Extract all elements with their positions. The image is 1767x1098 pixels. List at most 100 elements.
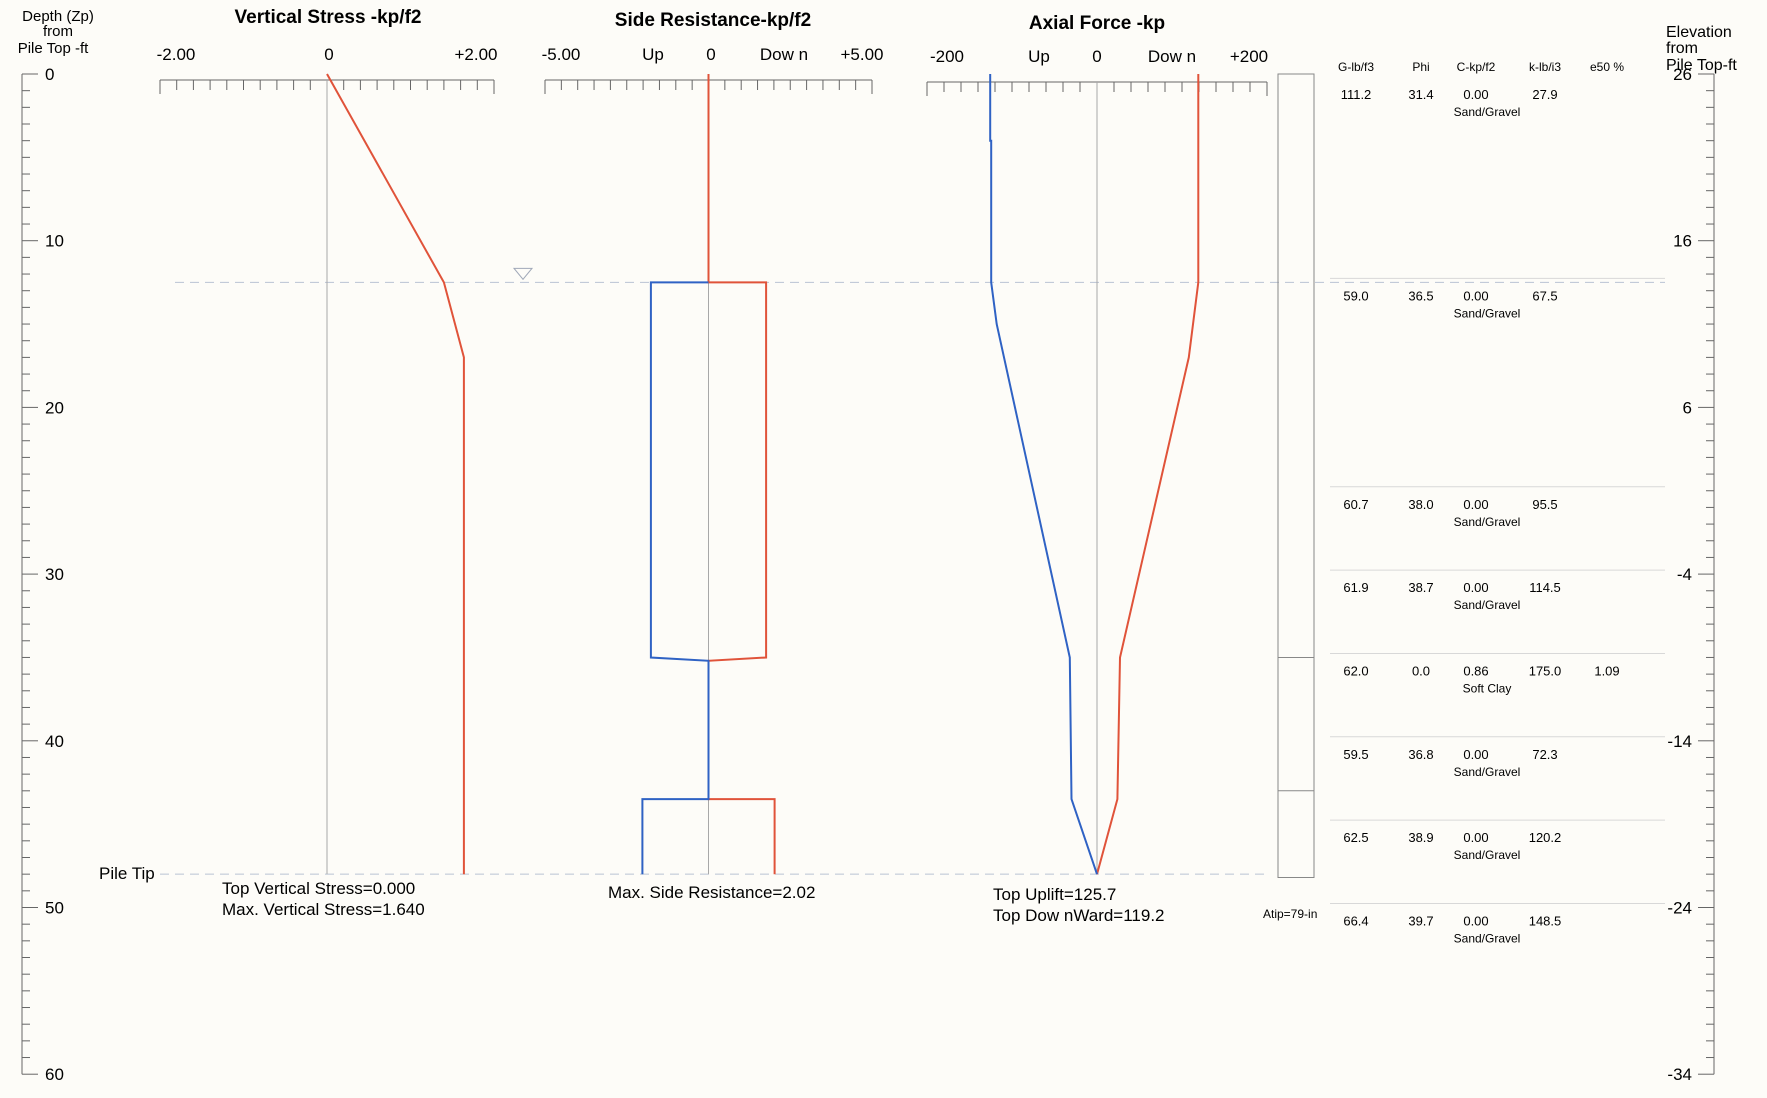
atip-label: Atip=79-in: [1263, 907, 1317, 921]
panel-tick-label: 0: [706, 45, 715, 64]
side-resistance-annotation: Max. Side Resistance=2.02: [608, 883, 815, 902]
soil-phi-value: 36.8: [1408, 747, 1433, 762]
panel-tick-label: Dow n: [760, 45, 808, 64]
soil-k-value: 148.5: [1529, 914, 1562, 929]
panel-tick-label: 0: [324, 45, 333, 64]
side-resistance-panel: Side Resistance-kp/f2 Max. Side Resistan…: [542, 10, 884, 902]
depth-tick-label: 10: [45, 232, 64, 251]
vertical-stress-annotation-1: Top Vertical Stress=0.000: [222, 879, 415, 898]
water-table-symbol: [512, 267, 534, 281]
depth-axis: Depth (Zp) from Pile Top -ft 0 10 20 30 40 50…: [18, 8, 94, 1084]
panel-tick-label: -5.00: [542, 45, 581, 64]
soil-G-value: 62.5: [1343, 830, 1368, 845]
soil-C-value: 0.00: [1463, 288, 1488, 303]
panel-tick-label: +5.00: [840, 45, 883, 64]
soil-C-value: 0.00: [1463, 580, 1488, 595]
vertical-stress-annotation-2: Max. Vertical Stress=1.640: [222, 900, 425, 919]
depth-tick-label: 60: [45, 1065, 64, 1084]
soil-type-label: Sand/Gravel: [1454, 515, 1521, 529]
upward-series-line: [641, 281, 710, 875]
soil-phi-value: 36.5: [1408, 288, 1433, 303]
depth-tick-label: 30: [45, 565, 64, 584]
soil-phi-value: 38.9: [1408, 830, 1433, 845]
axial-force-panel: Axial Force -kp Top Uplift=125.7 Top Dow…: [926, 13, 1268, 925]
depth-axis-title-line1: Depth (Zp): [22, 8, 94, 25]
soil-k-value: 95.5: [1532, 497, 1557, 512]
soil-type-label: Sand/Gravel: [1454, 105, 1521, 119]
soil-k-value: 120.2: [1529, 830, 1562, 845]
panel-tick-label: -200: [930, 47, 964, 66]
soil-phi-value: 31.4: [1408, 87, 1433, 102]
soil-phi-value: 39.7: [1408, 914, 1433, 929]
depth-tick-label: 0: [45, 65, 54, 84]
soil-C-value: 0.86: [1463, 663, 1488, 678]
elevation-axis-title-line1: Elevation: [1666, 24, 1732, 41]
soil-C-value: 0.00: [1463, 830, 1488, 845]
panel-tick-label: Up: [642, 45, 664, 64]
elevation-tick-label: -14: [1667, 732, 1692, 751]
soil-k-value: 72.3: [1532, 747, 1557, 762]
soil-type-label: Sand/Gravel: [1454, 306, 1521, 320]
soil-G-value: 61.9: [1343, 580, 1368, 595]
soil-type-label: Sand/Gravel: [1454, 848, 1521, 862]
downward-series-line: [326, 73, 465, 875]
soil-table-header: C-kp/f2: [1457, 60, 1496, 74]
soil-phi-value: 0.0: [1412, 663, 1430, 678]
panel-tick-label: +2.00: [454, 45, 497, 64]
elevation-axis-title-line2: from: [1666, 40, 1698, 57]
pile-column: [1277, 73, 1315, 878]
soil-C-value: 0.00: [1463, 87, 1488, 102]
soil-table-header: e50 %: [1590, 60, 1624, 74]
soil-k-value: 67.5: [1532, 288, 1557, 303]
upward-series-line: [989, 74, 1098, 875]
soil-G-value: 111.2: [1341, 87, 1372, 102]
elevation-axis-title-line3: Pile Top-ft: [1666, 57, 1737, 74]
depth-tick-label: 50: [45, 899, 64, 918]
axial-force-title: Axial Force -kp: [1029, 13, 1165, 34]
soil-phi-value: 38.7: [1408, 580, 1433, 595]
panel-tick-label: 0: [1092, 47, 1101, 66]
soil-type-label: Soft Clay: [1463, 681, 1512, 695]
soil-G-value: 66.4: [1343, 914, 1368, 929]
soil-type-label: Sand/Gravel: [1454, 765, 1521, 779]
soil-k-value: 27.9: [1532, 87, 1557, 102]
soil-G-value: 59.0: [1343, 288, 1368, 303]
downward-series-line: [1096, 74, 1200, 875]
soil-table-header: k-lb/i3: [1529, 60, 1561, 74]
vertical-stress-title: Vertical Stress -kp/f2: [235, 7, 422, 28]
soil-C-value: 0.00: [1463, 497, 1488, 512]
soil-C-value: 0.00: [1463, 914, 1488, 929]
vertical-stress-panel: Vertical Stress -kp/f2 Top Vertical Stre…: [157, 7, 498, 919]
panel-tick-label: Dow n: [1148, 47, 1196, 66]
soil-k-value: 114.5: [1529, 580, 1561, 595]
depth-axis-title-line2: from: [43, 23, 73, 40]
soil-phi-value: 38.0: [1408, 497, 1433, 512]
soil-type-label: Sand/Gravel: [1454, 598, 1521, 612]
soil-G-value: 62.0: [1343, 663, 1368, 678]
elevation-tick-label: -4: [1677, 565, 1692, 584]
depth-axis-title-line3: Pile Top -ft: [18, 40, 89, 57]
soil-C-value: 0.00: [1463, 747, 1488, 762]
soil-e50-value: 1.09: [1594, 663, 1619, 678]
panel-tick-label: -2.00: [157, 45, 196, 64]
downward-series-line: [707, 74, 776, 875]
depth-axis-ticks: 0 10 20 30 40 50 60: [21, 65, 64, 1084]
elevation-tick-label: 16: [1673, 232, 1692, 251]
elevation-axis: Elevation from Pile Top-ft 26 16 6 -4 -14 -24…: [1666, 24, 1737, 1084]
pile-tip-label: Pile Tip: [99, 864, 155, 883]
elevation-tick-label: -34: [1667, 1065, 1692, 1084]
soil-k-value: 175.0: [1529, 663, 1562, 678]
soil-G-value: 59.5: [1343, 747, 1368, 762]
soil-type-label: Sand/Gravel: [1454, 932, 1521, 946]
axial-force-annotation-2: Top Dow nWard=119.2: [993, 906, 1165, 925]
depth-tick-label: 20: [45, 398, 64, 417]
depth-tick-label: 40: [45, 732, 64, 751]
panel-tick-label: +200: [1230, 47, 1268, 66]
soil-table-header: G-lb/f3: [1338, 60, 1374, 74]
side-resistance-title: Side Resistance-kp/f2: [615, 10, 811, 31]
elevation-tick-label: 26: [1673, 65, 1692, 84]
axial-force-annotation-1: Top Uplift=125.7: [993, 885, 1116, 904]
soil-G-value: 60.7: [1343, 497, 1368, 512]
elevation-axis-ticks: 26 16 6 -4 -14 -24 -34: [1667, 65, 1715, 1084]
